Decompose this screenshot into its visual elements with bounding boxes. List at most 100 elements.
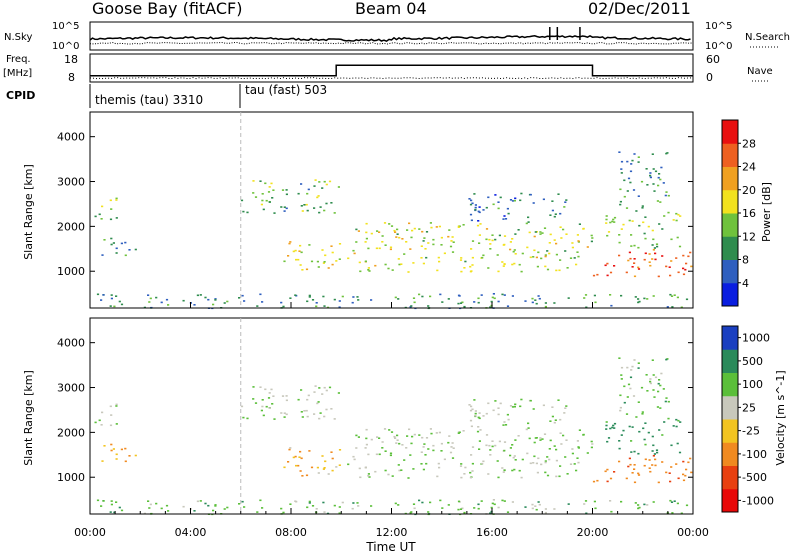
- nave-point: [668, 77, 670, 79]
- power-echo: [337, 186, 340, 188]
- power-echo: [478, 211, 481, 214]
- power-echo: [591, 237, 594, 239]
- nave-point: [454, 77, 456, 79]
- velocity-echo: [664, 400, 667, 403]
- velocity-echo: [441, 507, 444, 509]
- velocity-echo: [438, 431, 441, 434]
- power-echo: [264, 182, 267, 185]
- velocity-echo: [370, 438, 373, 441]
- velocity-echo: [109, 511, 112, 513]
- nave-point: [307, 77, 309, 79]
- power-echo: [115, 252, 118, 254]
- nave-point: [406, 77, 408, 79]
- velocity-echo: [398, 469, 401, 472]
- velocity-echo: [469, 409, 473, 412]
- velocity-echo: [685, 504, 689, 507]
- power-echo: [418, 293, 421, 296]
- power-echo: [565, 199, 568, 201]
- velocity-echo: [323, 386, 326, 389]
- power-echo: [325, 183, 328, 186]
- velocity-echo: [626, 396, 629, 398]
- velocity-echo: [451, 457, 455, 459]
- velocity-echo: [365, 428, 368, 431]
- velocity-echo: [509, 447, 512, 449]
- power-echo: [594, 301, 597, 304]
- velocity-echo: [513, 455, 516, 457]
- nave-point: [412, 77, 414, 79]
- velocity-echo: [690, 471, 693, 474]
- power-echo: [670, 260, 673, 262]
- power-echo: [521, 252, 524, 255]
- x-tick-label: 16:00: [476, 526, 508, 539]
- nave-point: [147, 77, 149, 79]
- power-echo: [534, 231, 537, 233]
- power-echo: [272, 189, 275, 191]
- velocity-echo: [609, 427, 612, 430]
- velocity-echo: [474, 414, 477, 417]
- velocity-echo: [682, 460, 685, 463]
- colorbar-tick-label: 25: [742, 401, 756, 414]
- power-echo: [641, 205, 644, 207]
- nave-point: [207, 77, 209, 79]
- power-echo: [618, 254, 621, 257]
- velocity-echo: [575, 469, 578, 472]
- velocity-echo: [451, 442, 454, 444]
- power-echo: [238, 297, 241, 299]
- nave-point: [267, 77, 269, 79]
- velocity-echo: [287, 461, 290, 463]
- velocity-echo: [641, 411, 644, 413]
- colorbar-swatch: [722, 349, 738, 373]
- power-echo: [364, 260, 367, 263]
- power-echo: [485, 238, 488, 241]
- power-echo: [367, 247, 370, 250]
- velocity-echo: [128, 455, 131, 457]
- power-echo: [502, 265, 505, 267]
- power-echo: [425, 256, 428, 259]
- power-echo: [381, 241, 384, 243]
- velocity-echo: [471, 470, 474, 472]
- power-echo: [474, 206, 477, 209]
- power-echo: [620, 168, 623, 170]
- velocity-echo: [423, 443, 426, 445]
- nave-point: [424, 77, 426, 79]
- velocity-echo: [317, 401, 320, 403]
- power-echo: [553, 239, 556, 241]
- velocity-echo: [246, 417, 249, 420]
- power-echo: [425, 231, 429, 233]
- velocity-echo: [528, 437, 531, 440]
- nave-point: [177, 77, 179, 79]
- velocity-echo: [241, 500, 244, 503]
- velocity-echo: [270, 388, 273, 391]
- power-echo: [675, 219, 678, 222]
- power-echo: [214, 298, 217, 300]
- power-echo: [628, 251, 631, 254]
- velocity-echo: [420, 451, 423, 453]
- velocity-echo: [321, 455, 324, 457]
- power-echo: [513, 249, 516, 251]
- velocity-echo: [527, 422, 530, 425]
- power-echo: [480, 294, 483, 296]
- power-echo: [652, 168, 655, 170]
- power-echo: [243, 300, 246, 302]
- velocity-echo: [478, 412, 481, 414]
- power-echo: [613, 221, 616, 223]
- velocity-echo: [672, 425, 675, 427]
- velocity-echo: [638, 506, 641, 509]
- velocity-echo: [628, 457, 631, 460]
- velocity-echo: [471, 462, 474, 465]
- power-echo: [648, 261, 651, 263]
- power-echo: [562, 228, 565, 231]
- power-echo: [533, 249, 536, 252]
- velocity-echo: [503, 421, 506, 423]
- power-echo: [555, 269, 558, 272]
- power-echo: [637, 301, 640, 304]
- power-echo: [270, 182, 273, 185]
- velocity-echo: [541, 438, 544, 440]
- power-echo: [300, 183, 303, 185]
- power-echo: [644, 237, 647, 240]
- power-echo: [643, 258, 646, 261]
- velocity-echo: [531, 503, 534, 506]
- power-echo: [676, 296, 679, 299]
- velocity-echo: [470, 405, 473, 408]
- power-echo: [447, 298, 450, 300]
